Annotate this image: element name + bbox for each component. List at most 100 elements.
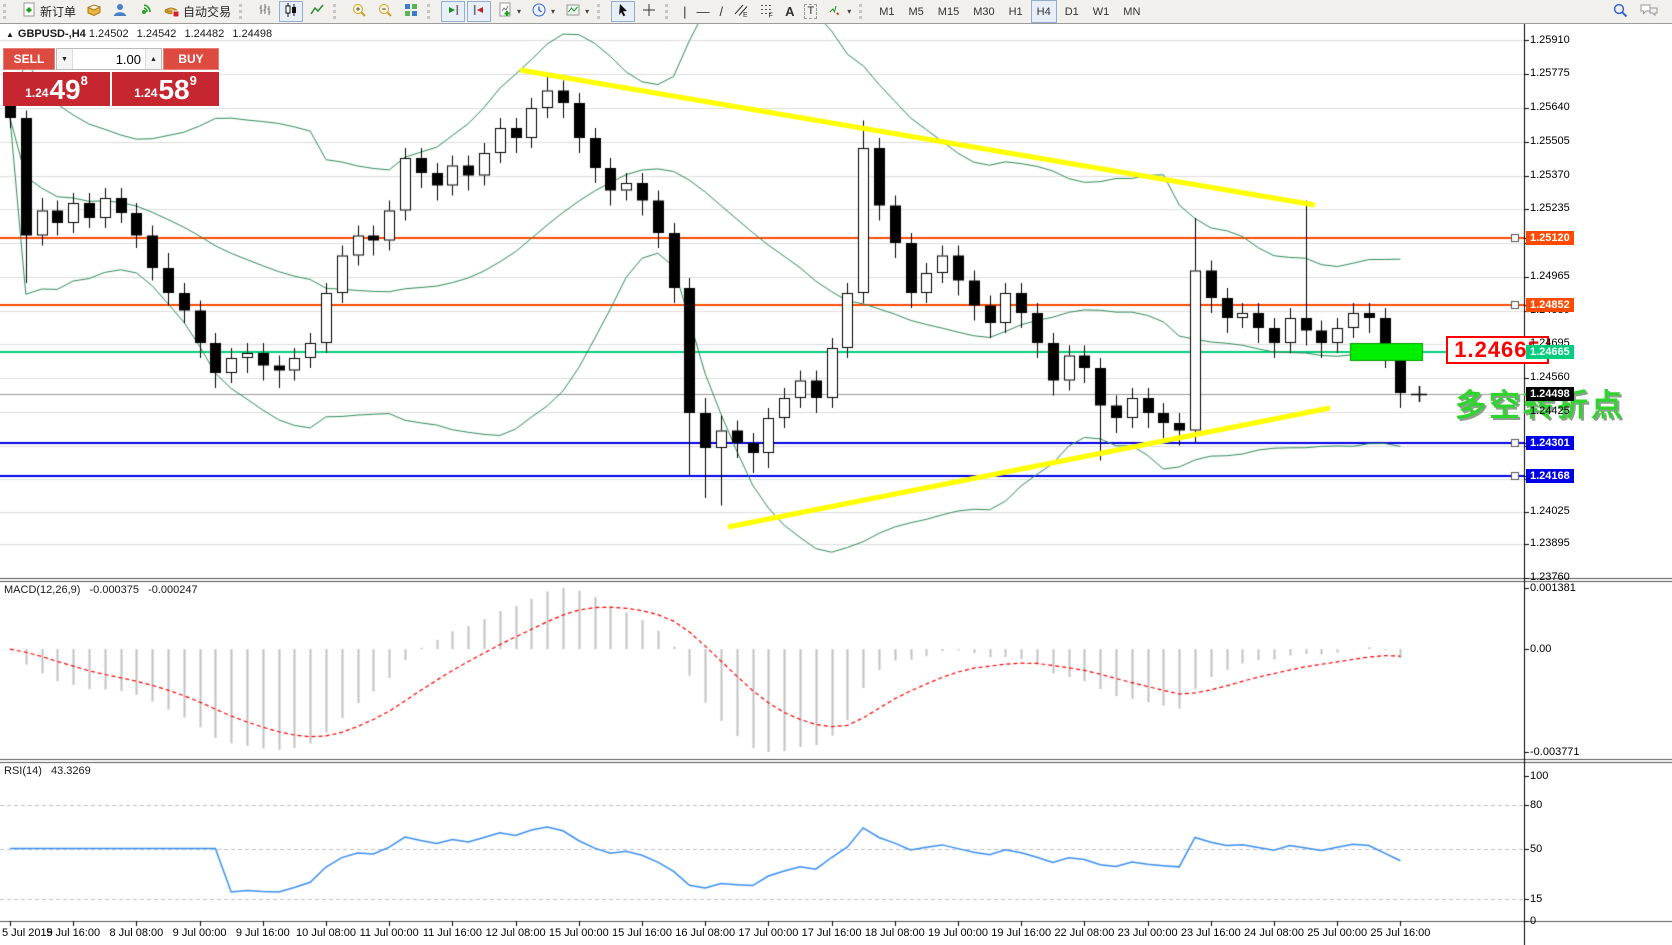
signal-icon <box>138 2 154 21</box>
timeframe-m1-button[interactable]: M1 <box>879 5 895 18</box>
rsi-indicator-label: RSI(14) 43.3269 <box>4 765 97 777</box>
chart-canvas[interactable] <box>0 24 1672 945</box>
indicators-button[interactable]: ▾ <box>493 1 525 22</box>
timeframe-d1-button[interactable]: D1 <box>1064 5 1079 18</box>
toolbar-grip <box>597 4 605 19</box>
timeframe-h4-button[interactable]: H4 <box>1030 0 1057 23</box>
new-order-button[interactable]: 新订单 <box>17 1 80 22</box>
price-annotation-box[interactable]: 1.24665 <box>1446 336 1549 364</box>
one-click-trading-panel: SELL ▼ ▲ BUY 1.24 49 8 1.24 58 9 <box>3 48 219 106</box>
chat-button[interactable] <box>1635 1 1663 22</box>
candlestick-mode-button[interactable] <box>279 1 304 22</box>
crosshair-tool-button[interactable] <box>637 1 661 22</box>
line-chart-mode-button[interactable] <box>305 1 329 22</box>
buy-price-display[interactable]: 1.24 58 9 <box>112 72 219 106</box>
turning-point-note[interactable]: 多空转折点 <box>1455 388 1625 423</box>
timeframe-h1-button[interactable]: H1 <box>1008 5 1023 18</box>
tile-windows-button[interactable] <box>399 1 423 22</box>
search-button[interactable] <box>1608 1 1633 22</box>
timeframe-mn-button[interactable]: MN <box>1123 5 1141 18</box>
timeframe-m15-button[interactable]: M15 <box>937 5 960 18</box>
bar-chart-mode-button[interactable] <box>253 1 277 22</box>
trendline-tool-button[interactable]: / <box>715 1 727 22</box>
new-order-icon <box>21 2 37 21</box>
chart-shift-button[interactable] <box>467 1 492 22</box>
volume-increase-button[interactable]: ▲ <box>145 49 161 69</box>
zoom-out-button[interactable] <box>373 1 397 22</box>
toolbar-grip <box>859 4 867 19</box>
zoom-in-button[interactable] <box>347 1 371 22</box>
macd-signal-value: -0.000247 <box>148 584 198 596</box>
chevron-down-icon[interactable]: ▾ <box>847 7 852 16</box>
indicators-icon <box>497 2 513 21</box>
bar-close-value: 1.24498 <box>232 28 273 40</box>
equidistant-channel-icon: E <box>733 2 749 21</box>
vertical-line-icon: | <box>683 4 687 19</box>
bar-chart-icon <box>257 2 273 21</box>
buy-price-big: 58 <box>158 74 190 105</box>
fibonacci-tool-button[interactable]: F <box>755 1 779 22</box>
channel-tool-button[interactable]: E <box>729 1 753 22</box>
templates-button[interactable]: ▾ <box>561 1 593 22</box>
macd-main-value: -0.000375 <box>89 584 140 596</box>
buy-button[interactable]: BUY <box>163 48 219 70</box>
autotrading-icon <box>164 2 180 21</box>
person-icon <box>112 2 128 21</box>
rsi-name: RSI(14) <box>4 765 42 777</box>
sell-button[interactable]: SELL <box>3 48 55 70</box>
trendline-icon: / <box>719 4 724 19</box>
collapse-panel-icon[interactable]: ▲ <box>6 30 14 39</box>
fibonacci-icon: F <box>759 2 775 21</box>
symbol-period-label: GBPUSD-,H4 <box>17 28 86 40</box>
community-button[interactable] <box>108 1 132 22</box>
chart-title: ▲ GBPUSD-,H4 1.24502 1.24542 1.24482 1.24… <box>6 28 277 40</box>
volume-input[interactable] <box>73 49 145 69</box>
autotrading-button[interactable]: 自动交易 <box>160 1 235 22</box>
volume-decrease-button[interactable]: ▼ <box>57 49 73 69</box>
chevron-down-icon[interactable]: ▾ <box>517 7 522 16</box>
horizontal-line-tool-button[interactable]: — <box>692 1 713 22</box>
rsi-value: 43.3269 <box>50 765 91 777</box>
template-icon <box>565 2 581 21</box>
periods-button[interactable]: ▾ <box>527 1 559 22</box>
macd-indicator-label: MACD(12,26,9) -0.000375 -0.000247 <box>4 584 204 596</box>
arrows-tool-button[interactable]: ▾ <box>823 1 855 22</box>
cursor-tool-button[interactable] <box>611 1 636 22</box>
svg-text:F: F <box>769 13 773 19</box>
text-tool-button[interactable]: A <box>781 1 798 22</box>
line-chart-icon <box>309 2 325 21</box>
chart-window: ▲ GBPUSD-,H4 1.24502 1.24542 1.24482 1.24… <box>0 24 1672 945</box>
text-label-icon: T <box>804 4 818 19</box>
chart-shift-icon <box>471 2 487 21</box>
toolbar-grip <box>333 4 341 19</box>
timeframe-w1-button[interactable]: W1 <box>1092 5 1110 18</box>
main-toolbar: 新订单 自动交易 ▾ ▾ ▾ | — / E F A T ▾ M1 M5 M15… <box>0 0 1672 24</box>
auto-scroll-icon <box>445 2 461 21</box>
search-icon <box>1612 2 1629 22</box>
toolbar-grip <box>3 4 11 19</box>
timeframe-m30-button[interactable]: M30 <box>973 5 995 18</box>
cursor-icon <box>615 2 631 21</box>
volume-stepper: ▼ ▲ <box>56 48 162 70</box>
signals-button[interactable] <box>134 1 158 22</box>
timeframe-m5-button[interactable]: M5 <box>908 5 924 18</box>
book-icon <box>86 2 102 21</box>
svg-text:E: E <box>743 12 748 18</box>
market-button[interactable] <box>82 1 106 22</box>
buy-price-pipette: 9 <box>189 73 197 88</box>
text-icon: A <box>785 4 795 19</box>
vertical-line-tool-button[interactable]: | <box>679 1 690 22</box>
buy-price-prefix: 1.24 <box>134 86 158 100</box>
toolbar-grip <box>239 4 247 19</box>
zoom-in-icon <box>351 2 367 21</box>
chevron-down-icon[interactable]: ▾ <box>585 7 590 16</box>
sell-price-prefix: 1.24 <box>25 86 49 100</box>
sell-price-display[interactable]: 1.24 49 8 <box>3 72 110 106</box>
macd-name: MACD(12,26,9) <box>4 584 81 596</box>
sell-price-big: 49 <box>49 74 81 105</box>
clock-icon <box>531 2 547 21</box>
chat-bubbles-icon <box>1639 2 1659 21</box>
text-label-tool-button[interactable]: T <box>800 1 821 22</box>
auto-scroll-button[interactable] <box>441 1 466 22</box>
chevron-down-icon[interactable]: ▾ <box>551 7 556 16</box>
